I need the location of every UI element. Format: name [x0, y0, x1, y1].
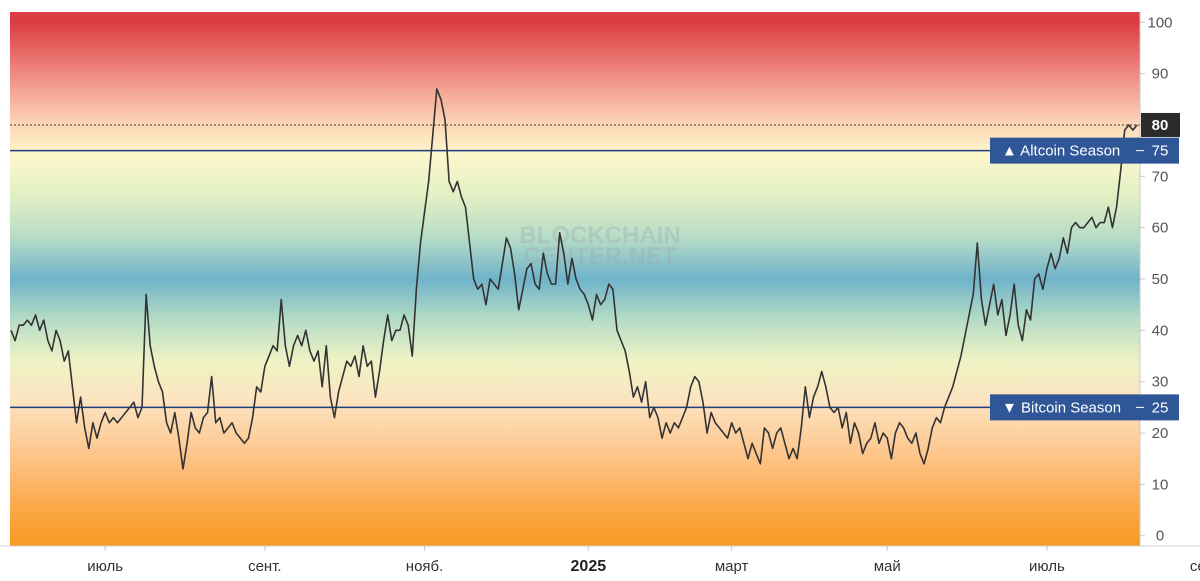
altcoin-season-index-line [10, 88, 1138, 470]
x-tick-label-5: май [874, 558, 901, 575]
y-tick-label-30: 30 [1152, 374, 1169, 391]
x-tick-label-3: 2025 [571, 558, 607, 575]
reference-line-labels: ▲ Altcoin Season 75 ▼ Bitcoin Season 25 [990, 137, 1179, 421]
reference-label-25: ▼ Bitcoin Season [1002, 399, 1121, 416]
reference-label-bg-75 [990, 137, 1179, 164]
current-value-tag-bg [1141, 112, 1180, 137]
y-axis-ticks: 0 10 20 30 40 50 60 70 80 90 100 [1140, 14, 1173, 545]
y-tick-label-60: 60 [1152, 220, 1169, 237]
x-tick-label-6: июль [1029, 558, 1065, 575]
reference-lines [10, 149, 1140, 409]
y-tick-label-20: 20 [1152, 425, 1169, 442]
y-tick-label-50: 50 [1152, 271, 1169, 288]
current-value-tag: 80 [1141, 112, 1180, 137]
x-tick-label-4: март [715, 558, 749, 575]
x-tick-label-7: сент. [1190, 558, 1200, 575]
watermark-line-1: BLOCKCHAIN [519, 222, 680, 249]
x-axis-ticks: июль сент. нояб. 2025 март май июль сент. [87, 546, 1200, 575]
reference-label-75: ▲ Altcoin Season [1002, 143, 1120, 160]
y-tick-label-100: 100 [1147, 14, 1172, 31]
x-tick-label-0: июль [87, 558, 123, 575]
watermark: BLOCKCHAIN CENTER.NET [519, 222, 680, 270]
reference-value-75: 75 [1152, 143, 1169, 160]
plot-background [10, 12, 1140, 546]
y-tick-label-70: 70 [1152, 168, 1169, 185]
y-tick-label-10: 10 [1152, 476, 1169, 493]
current-value-label: 80 [1152, 117, 1169, 134]
y-tick-label-40: 40 [1152, 322, 1169, 339]
reference-value-25: 25 [1152, 399, 1169, 416]
x-tick-label-2: нояб. [406, 558, 444, 575]
y-tick-label-90: 90 [1152, 66, 1169, 83]
watermark-line-2: CENTER.NET [523, 243, 677, 270]
x-tick-label-1: сент. [248, 558, 282, 575]
reference-label-bg-25 [990, 394, 1179, 421]
y-tick-label-0: 0 [1156, 528, 1164, 545]
